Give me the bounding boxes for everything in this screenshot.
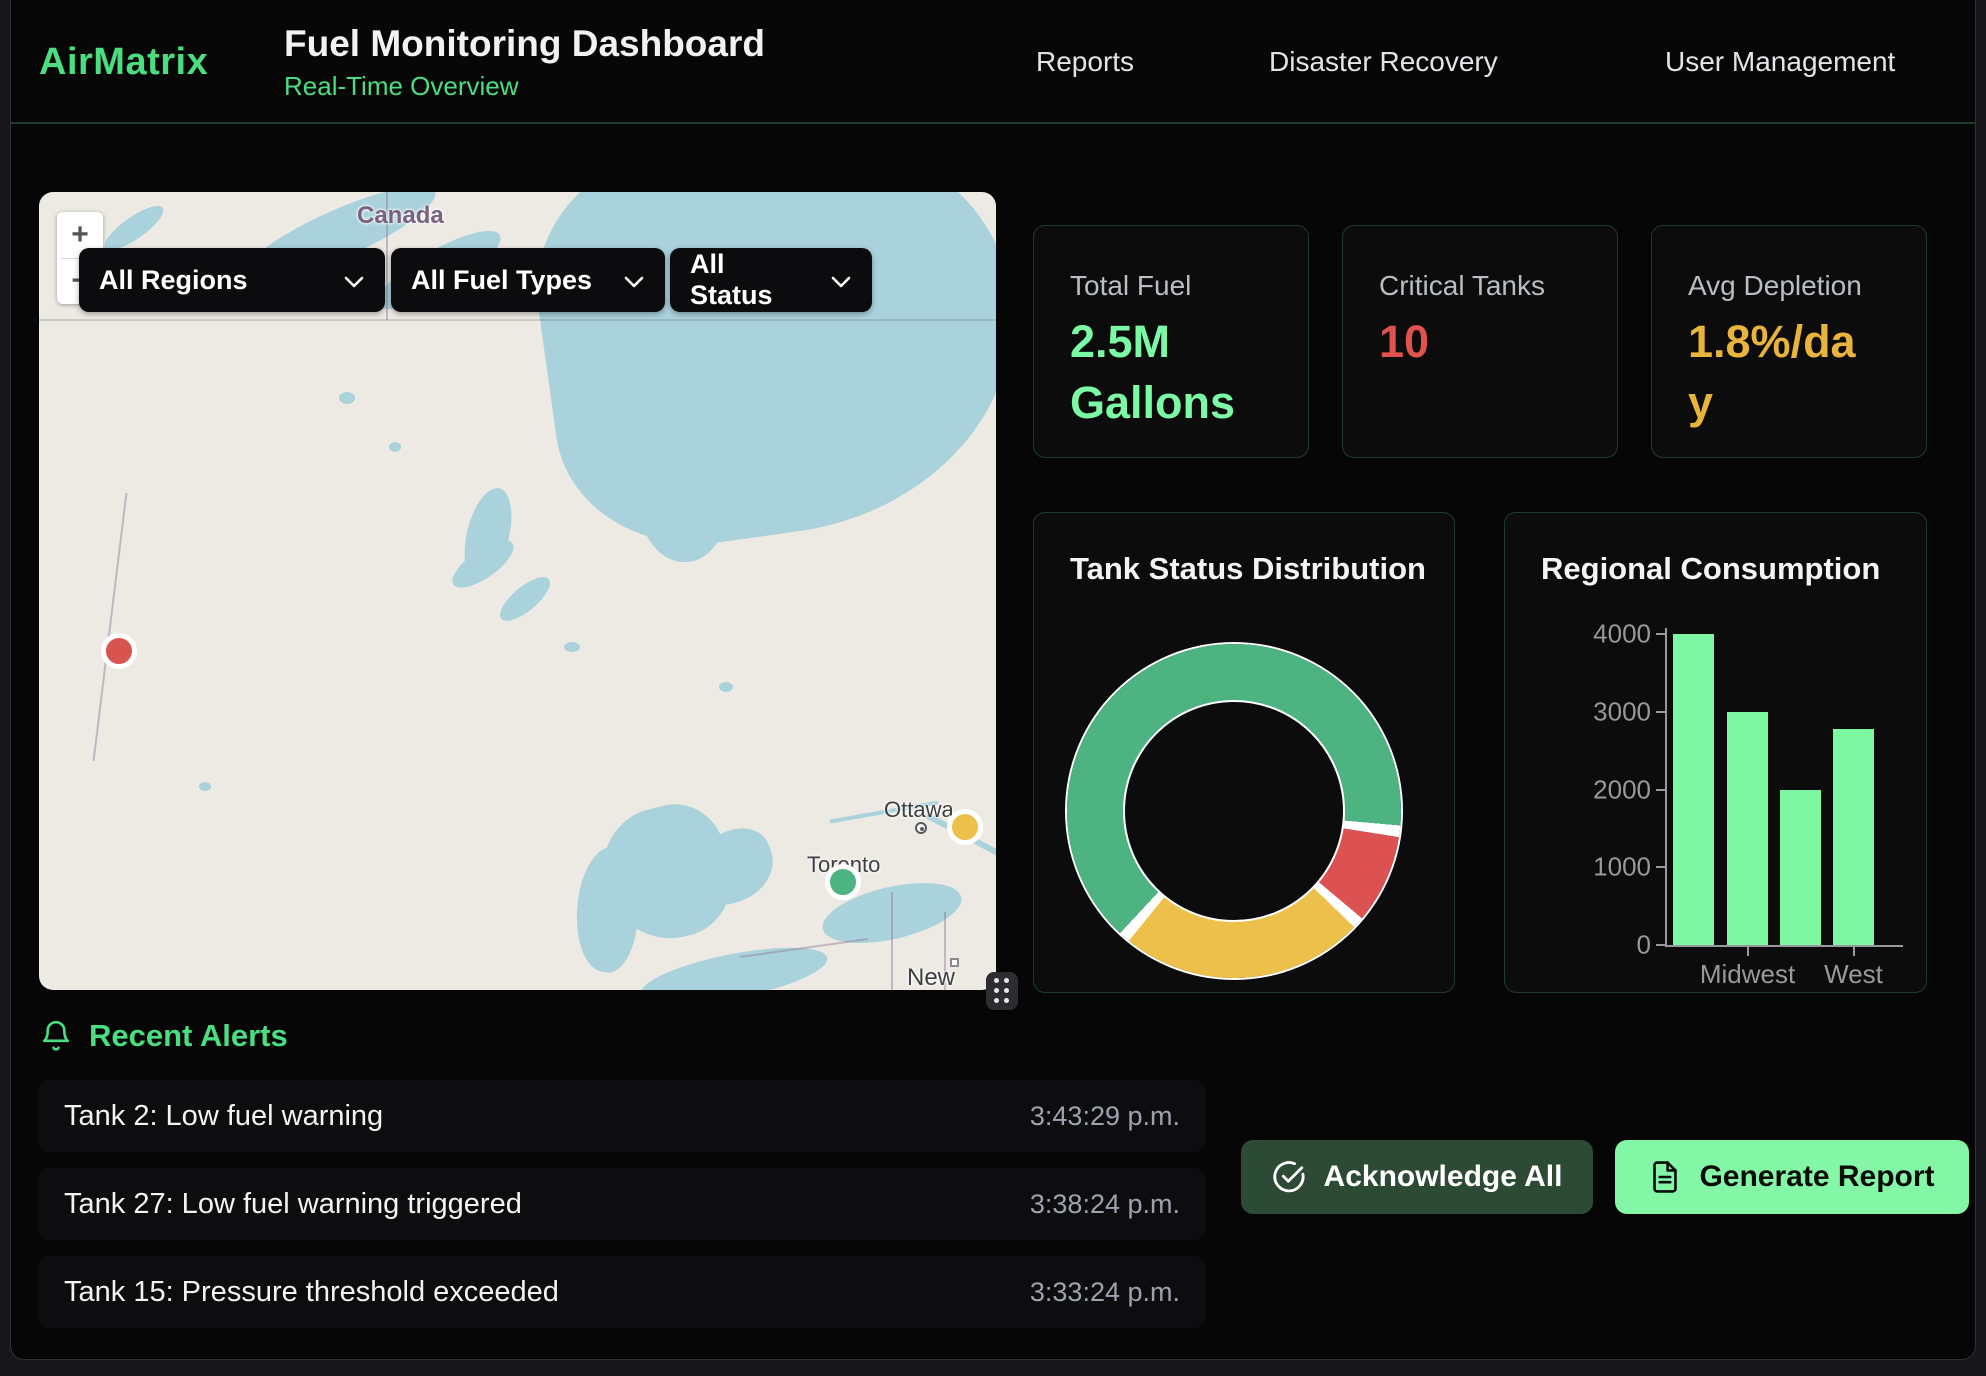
alert-message: Tank 15: Pressure threshold exceeded (64, 1275, 559, 1308)
y-axis-tick (1656, 944, 1665, 946)
page-title-block: Fuel Monitoring Dashboard Real-Time Over… (284, 0, 765, 124)
fuel-tank-map[interactable]: Canada Ottawa Toronto New York + − All R… (39, 192, 996, 990)
map-boundary (92, 492, 128, 762)
alert-message: Tank 27: Low fuel warning triggered (64, 1187, 522, 1220)
region-filter-dropdown[interactable]: All Regions (79, 248, 385, 312)
kpi-value: 1.8%/day (1688, 316, 1856, 428)
y-axis-tick (1656, 866, 1665, 869)
map-water-lake-erie (636, 936, 832, 990)
dashboard-window: AirMatrix Fuel Monitoring Dashboard Real… (10, 0, 1976, 1360)
x-axis-tick (1746, 947, 1749, 956)
acknowledge-all-button[interactable]: Acknowledge All (1241, 1140, 1593, 1214)
kpi-total-fuel-card: Total Fuel 2.5M Gallons (1033, 225, 1309, 458)
x-axis-tick (1852, 947, 1855, 956)
nav-user-management[interactable]: User Management (1665, 46, 1896, 77)
tank-marker-normal[interactable] (824, 864, 861, 901)
kpi-label: Critical Tanks (1379, 270, 1545, 301)
kpi-avg-depletion-card: Avg Depletion 1.8%/day (1651, 225, 1927, 458)
chevron-down-icon (623, 265, 645, 296)
chevron-down-icon (830, 265, 852, 296)
generate-report-button[interactable]: Generate Report (1615, 1140, 1969, 1214)
chart-title: Regional Consumption (1541, 551, 1881, 586)
map-boundary (944, 912, 946, 990)
y-axis-tick-label: 3000 (1593, 696, 1651, 727)
map-zoom-in-button[interactable]: + (71, 218, 89, 251)
alert-timestamp: 3:38:24 p.m. (1029, 1188, 1180, 1219)
alert-row[interactable]: Tank 15: Pressure threshold exceeded 3:3… (38, 1256, 1206, 1328)
map-graticule (39, 319, 996, 321)
map-water-lake (493, 569, 557, 629)
map-water-dot (339, 392, 355, 404)
fuel-type-filter-dropdown[interactable]: All Fuel Types (391, 248, 665, 312)
fuel-type-filter-value: All Fuel Types (411, 264, 593, 295)
map-water-dot (199, 782, 211, 791)
kpi-value: 10 (1379, 316, 1430, 367)
file-text-icon (1653, 1161, 1678, 1193)
map-water-james-bay (637, 427, 729, 562)
chart-title: Tank Status Distribution (1070, 551, 1426, 586)
y-axis-tick-label: 0 (1636, 929, 1651, 960)
kpi-label: Total Fuel (1070, 270, 1192, 301)
y-axis-tick-label: 1000 (1593, 851, 1651, 882)
consumption-bar (1727, 711, 1768, 945)
x-axis-tick-label: West (1824, 959, 1883, 989)
y-axis-line (1665, 628, 1667, 947)
map-water-dot (389, 442, 401, 452)
tank-marker-warning[interactable] (947, 809, 984, 846)
page-subtitle: Real-Time Overview (284, 70, 519, 101)
y-axis-tick-label: 4000 (1593, 618, 1651, 649)
status-filter-dropdown[interactable]: All Status (670, 248, 872, 312)
alert-row[interactable]: Tank 2: Low fuel warning 3:43:29 p.m. (38, 1080, 1206, 1152)
page-title: Fuel Monitoring Dashboard (284, 22, 765, 64)
recent-alerts-heading: Recent Alerts (39, 1018, 288, 1054)
kpi-critical-tanks-card: Critical Tanks 10 (1342, 225, 1618, 458)
generate-report-label: Generate Report (1699, 1160, 1935, 1193)
x-axis-line (1665, 945, 1903, 947)
donut-hole (1123, 700, 1345, 922)
alert-timestamp: 3:33:24 p.m. (1029, 1276, 1180, 1307)
kpi-label: Avg Depletion (1688, 270, 1862, 301)
y-axis-tick (1656, 633, 1665, 635)
alert-row[interactable]: Tank 27: Low fuel warning triggered 3:38… (38, 1168, 1206, 1240)
map-label-ottawa: Ottawa (884, 797, 954, 822)
ottawa-city-dot (915, 822, 927, 834)
y-axis-tick-label: 2000 (1593, 774, 1651, 804)
app-header: AirMatrix Fuel Monitoring Dashboard Real… (11, 0, 1975, 124)
nav-disaster-recovery[interactable]: Disaster Recovery (1269, 46, 1498, 77)
y-axis-tick (1656, 788, 1665, 791)
map-boundary (386, 192, 388, 320)
alert-message: Tank 2: Low fuel warning (64, 1099, 384, 1132)
map-boundary (891, 892, 893, 990)
recent-alerts-title: Recent Alerts (89, 1018, 288, 1053)
alert-timestamp: 3:43:29 p.m. (1029, 1100, 1180, 1131)
status-filter-value: All Status (690, 249, 773, 310)
tank-status-donut (1067, 644, 1401, 978)
map-label-new-york: New York (907, 964, 956, 990)
region-filter-value: All Regions (99, 264, 248, 295)
tank-status-distribution-card: Tank Status Distribution (1033, 512, 1455, 993)
regional-consumption-plot: 0 1000 2000 3000 4000 Midwest West (1505, 513, 1928, 994)
map-resize-handle[interactable] (986, 972, 1018, 1010)
consumption-bar (1780, 789, 1821, 945)
tank-marker-critical[interactable] (101, 632, 138, 669)
new-york-city-dot (950, 958, 959, 967)
check-circle-icon (1272, 1161, 1305, 1193)
consumption-bar (1833, 728, 1874, 945)
x-axis-tick-label: Midwest (1699, 959, 1796, 989)
nav-reports[interactable]: Reports (1036, 46, 1135, 77)
map-label-canada: Canada (357, 202, 444, 229)
regional-consumption-card: Regional Consumption 0 1000 2000 3000 4000 Mi… (1504, 512, 1927, 993)
acknowledge-all-label: Acknowledge All (1323, 1160, 1563, 1193)
kpi-value: 2.5M Gallons (1070, 316, 1236, 428)
map-water-dot (719, 682, 733, 692)
brand-logo: AirMatrix (39, 40, 209, 83)
chevron-down-icon (343, 265, 365, 296)
consumption-bar (1673, 634, 1714, 945)
y-axis-tick (1656, 710, 1665, 713)
map-water-dot (564, 642, 580, 652)
bell-icon (42, 1020, 70, 1051)
